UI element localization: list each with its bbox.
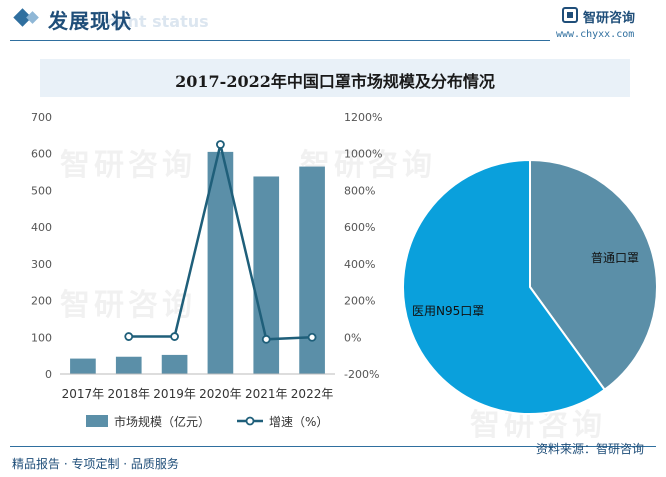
brand-logo-icon: [562, 7, 578, 23]
pie-label: 医用N95口罩: [412, 304, 484, 318]
growth-point: [307, 332, 317, 342]
brand-url: www.chyxx.com: [556, 29, 635, 40]
header-subtitle: ment status: [100, 12, 209, 31]
watermark: 智研咨询: [60, 148, 196, 183]
line-series: [124, 140, 317, 344]
legend-label-line: 增速（%）: [269, 415, 328, 429]
growth-point: [124, 332, 134, 341]
bar: [253, 176, 280, 374]
right-axis: -200% 0% 200% 400% 600% 800% 1000% 1200%: [344, 111, 382, 381]
y-left-tick-label: 200: [31, 295, 52, 308]
bar: [207, 151, 234, 374]
page-title: 发展现状: [48, 9, 132, 33]
y-left-tick-label: 400: [31, 221, 52, 234]
watermark: 智研咨询: [60, 288, 196, 323]
y-right-tick-label: 800%: [344, 184, 375, 197]
legend-marker: [245, 416, 255, 426]
growth-point: [261, 334, 271, 344]
source-note: 资料来源：智研咨询: [536, 442, 645, 456]
y-left-tick-label: 0: [45, 368, 52, 381]
x-tick-label: 2017年: [62, 387, 105, 401]
y-left-tick-label: 100: [31, 331, 52, 344]
page-header: ment status 发展现状 智研咨询 www.chyxx.com: [0, 0, 666, 44]
header-divider: [10, 40, 550, 41]
y-right-tick-label: 1200%: [344, 111, 382, 124]
pie-label: 普通口罩: [591, 251, 639, 265]
y-right-tick-label: 200%: [344, 295, 375, 308]
page-footer: 精品报告 · 专项定制 · 品质服务 资料来源：智研咨询: [0, 440, 666, 477]
pie-slice: [529, 158, 658, 392]
y-left-tick-label: 700: [31, 111, 52, 124]
bar: [115, 356, 142, 374]
y-right-tick-label: 400%: [344, 258, 375, 271]
brand-name: 智研咨询: [583, 11, 636, 26]
y-left-tick-label: 300: [31, 258, 52, 271]
x-axis: 2017年 2018年 2019年 2020年 2021年 2022年: [60, 373, 335, 401]
y-right-tick-label: 0%: [344, 331, 361, 344]
bar: [299, 166, 325, 374]
pie-slice: [402, 158, 607, 415]
legend-label-bar: 市场规模（亿元）: [114, 414, 210, 429]
x-tick-label: 2020年: [199, 387, 242, 401]
bar: [161, 354, 188, 374]
x-tick-label: 2022年: [291, 387, 334, 401]
y-right-tick-label: 1000%: [344, 148, 382, 161]
x-tick-label: 2021年: [245, 387, 288, 401]
chart-title: 2017-2022年中国口罩市场规模及分布情况: [175, 72, 495, 91]
y-right-tick-label: 600%: [344, 221, 375, 234]
growth-point: [170, 332, 179, 341]
y-right-tick-label: -200%: [344, 368, 379, 381]
growth-point: [216, 140, 225, 149]
chart-title-bar: 2017-2022年中国口罩市场规模及分布情况: [40, 59, 630, 97]
left-axis: 0 100 200 300 400 500 600 700: [31, 111, 52, 381]
footer-divider: [10, 446, 656, 447]
legend-swatch-bar: [86, 415, 108, 427]
y-left-tick-label: 500: [31, 184, 52, 197]
x-tick-label: 2019年: [153, 387, 196, 401]
bar-series: [70, 151, 325, 374]
bar: [70, 358, 96, 374]
legend: 市场规模（亿元） 增速（%）: [86, 414, 328, 429]
footer-slogan: 精品报告 · 专项定制 · 品质服务: [12, 457, 179, 471]
x-tick-label: 2018年: [107, 387, 150, 401]
y-left-tick-label: 600: [31, 148, 52, 161]
